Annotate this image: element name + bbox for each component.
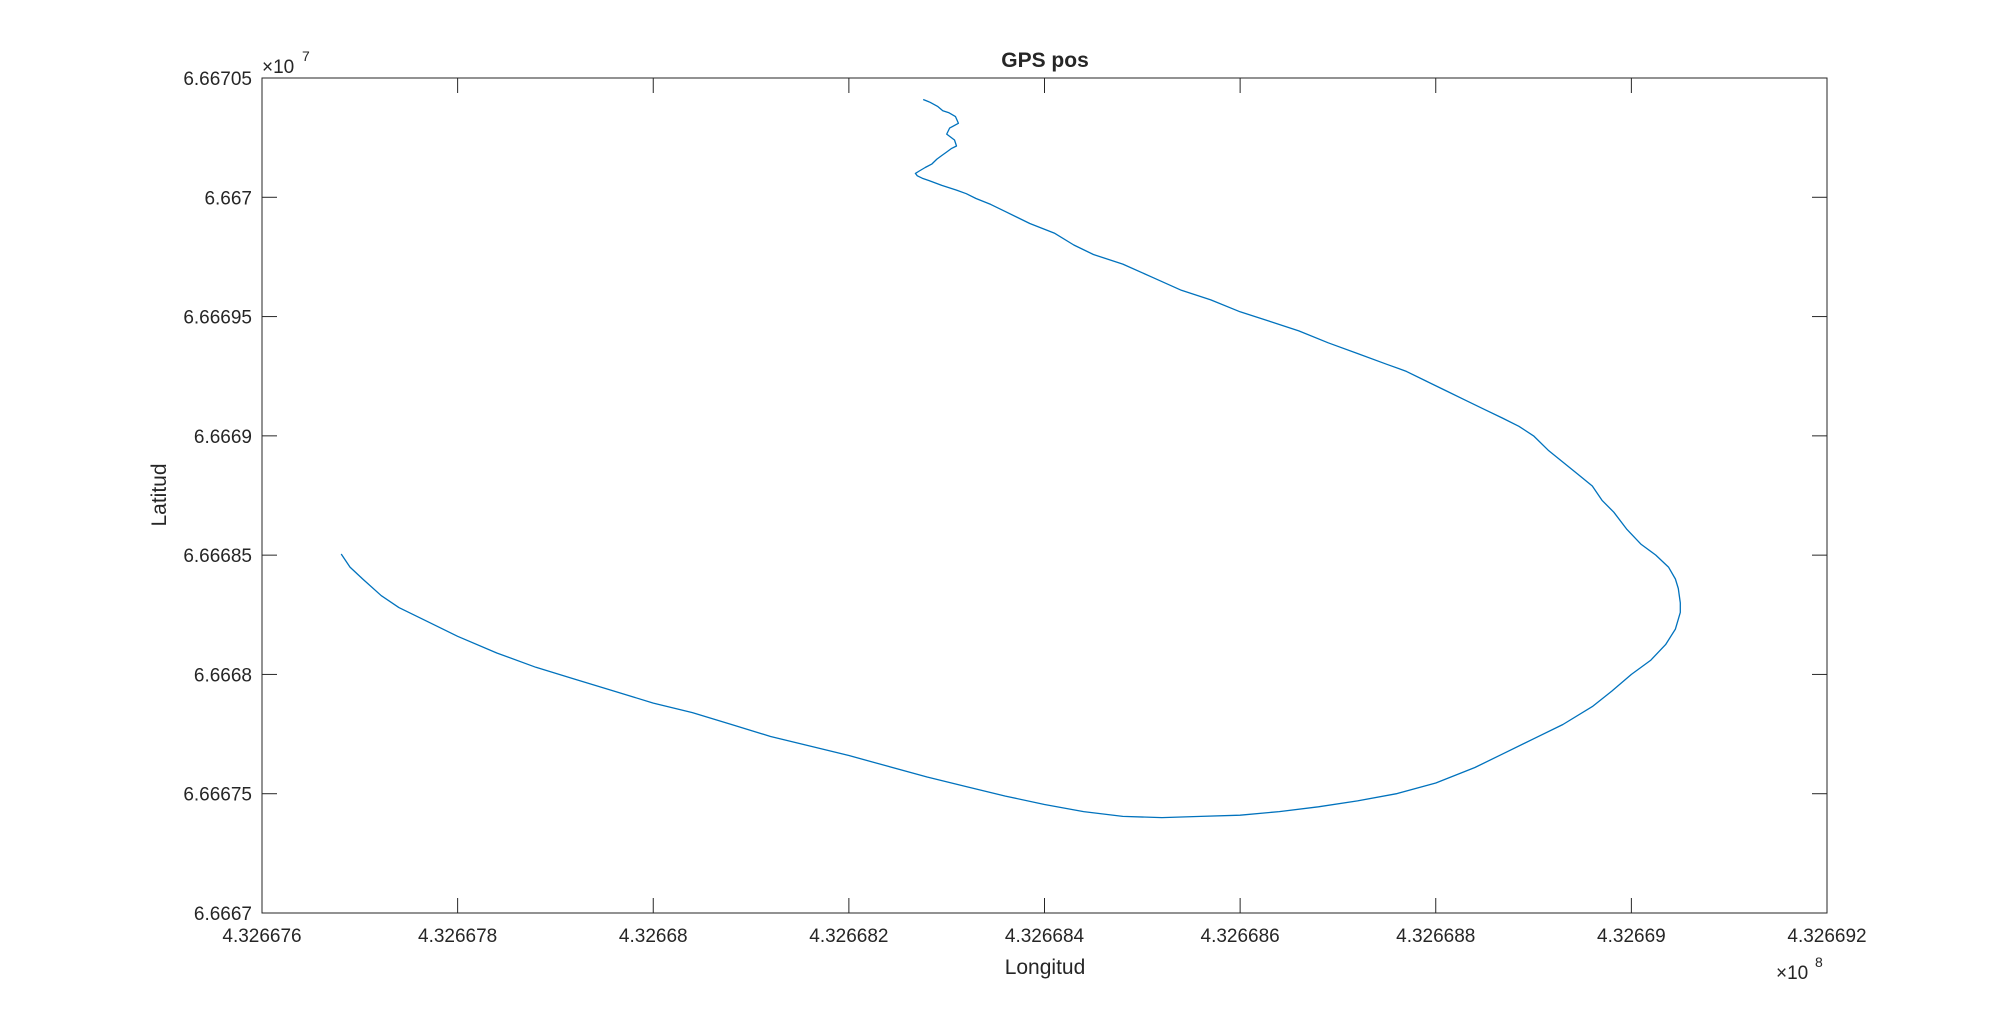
- x-tick-label: 4.32668: [619, 926, 688, 947]
- y-tick-label: 6.66675: [183, 785, 252, 806]
- x-tick-label: 4.326682: [809, 926, 888, 947]
- x-tick-label: 4.326678: [418, 926, 497, 947]
- x-axis-label: Longitud: [1005, 956, 1086, 979]
- x-axis-ticks: 4.326676 4.326678 4.32668 4.326682 4.326684 4…: [222, 78, 1867, 947]
- plot-area: [340, 98, 1681, 819]
- x-exponent-base: ×10: [1776, 963, 1808, 984]
- y-tick-label: 6.66695: [183, 308, 252, 329]
- x-exponent-power: 8: [1815, 954, 1823, 970]
- y-exponent-base: ×10: [262, 57, 294, 78]
- y-exponent-power: 7: [302, 48, 310, 64]
- x-tick-label: 4.326676: [222, 926, 301, 947]
- x-tick-label: 4.326686: [1201, 926, 1280, 947]
- axes-box: [261, 77, 1828, 914]
- y-tick-label: 6.6667: [194, 904, 252, 925]
- y-axis-ticks: 6.6667 6.66675 6.6668 6.66685 6.6669 6.66695 6…: [183, 69, 1827, 925]
- y-exponent-label: ×10 7: [262, 48, 310, 78]
- x-tick-label: 4.32669: [1597, 926, 1666, 947]
- y-tick-label: 6.6669: [194, 427, 252, 448]
- y-tick-label: 6.66705: [183, 69, 252, 90]
- x-tick-label: 4.326684: [1005, 926, 1085, 947]
- y-tick-label: 6.667: [204, 188, 252, 209]
- chart-title: GPS pos: [1001, 49, 1089, 72]
- x-tick-label: 4.326688: [1396, 926, 1475, 947]
- x-tick-label: 4.326692: [1787, 926, 1866, 947]
- y-axis-label: Latitud: [148, 463, 171, 526]
- y-tick-label: 6.66685: [183, 546, 252, 567]
- gps-track-line: [340, 98, 1681, 819]
- x-exponent-label: ×10 8: [1776, 954, 1823, 984]
- y-tick-label: 6.6668: [194, 665, 252, 686]
